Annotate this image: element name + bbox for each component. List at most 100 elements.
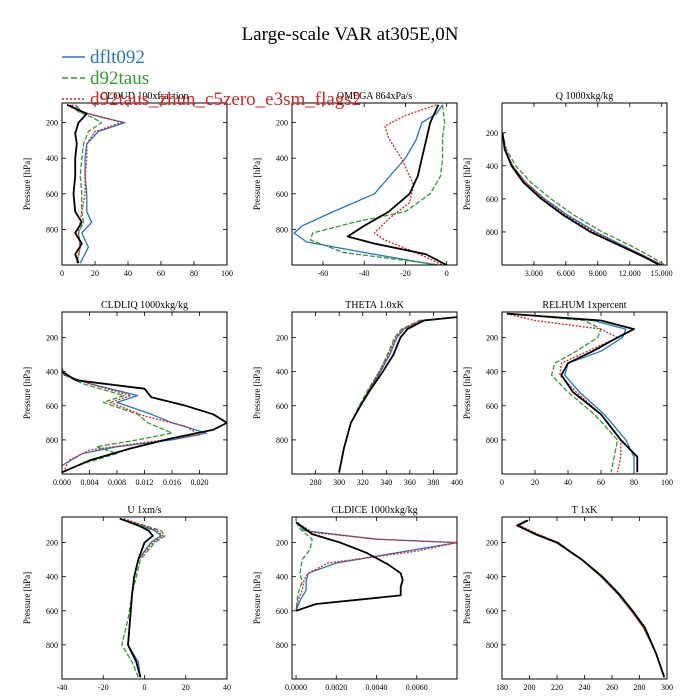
x-tick-label: 0.004	[81, 478, 99, 487]
series-group	[62, 368, 227, 474]
y-tick-label: 200	[486, 129, 498, 138]
y-axis-label: Pressure [hPa]	[462, 158, 472, 210]
x-tick-label: 300	[333, 478, 345, 487]
series-line-black	[506, 312, 639, 473]
x-tick-label: 0	[60, 269, 64, 278]
x-tick-label: 280	[634, 683, 646, 692]
series-line-d92taus-zhun-c5zero-e3sm-flags2	[295, 521, 457, 611]
series-line-black	[346, 104, 448, 265]
y-tick-label: 800	[276, 641, 288, 650]
x-tick-label: 20	[531, 478, 539, 487]
y-tick-label: 800	[486, 228, 498, 237]
series-line-d92taus-zhun-c5zero-e3sm-flags2	[373, 104, 443, 265]
x-tick-label: 340	[380, 478, 392, 487]
series-line-d92taus	[338, 316, 457, 473]
x-tick-label: 0.016	[163, 478, 181, 487]
y-tick-label: 400	[276, 573, 288, 582]
series-line-dflt092	[74, 104, 126, 264]
series-group	[119, 517, 166, 678]
y-tick-label: 400	[46, 573, 58, 582]
x-tick-label: 400	[451, 478, 463, 487]
y-tick-label: 400	[46, 368, 58, 377]
panel-title: THETA 1.0xK	[345, 300, 404, 311]
plot-frame	[291, 516, 458, 680]
series-line-black	[62, 370, 227, 474]
x-tick-label: 260	[606, 683, 618, 692]
y-axis-label: Pressure [hPa]	[252, 572, 262, 624]
y-tick-label: 800	[46, 641, 58, 650]
x-tick-label: 380	[427, 478, 439, 487]
plot-frame	[501, 311, 668, 475]
series-group	[506, 312, 639, 473]
series-line-dflt092	[510, 313, 635, 473]
panel-2: OMEGA 864xPa/s Pressure [hPa] 200 400 600 800…	[252, 91, 458, 278]
y-tick-label: 600	[276, 402, 288, 411]
x-tick-label: 20	[182, 683, 190, 692]
legend-label-dflt092: dflt092	[90, 47, 145, 68]
x-tick-label: 60	[597, 478, 605, 487]
x-tick-label: 300	[661, 683, 673, 692]
y-tick-label: 600	[46, 607, 58, 616]
y-tick-label: 600	[276, 607, 288, 616]
panel-title: U 1xm/s	[127, 505, 161, 516]
y-tick-label: 600	[46, 190, 58, 199]
y-tick-label: 200	[276, 119, 288, 128]
panel-7: U 1xm/s Pressure [hPa] 200 400 600 800 -40 -20 0…	[22, 505, 231, 692]
series-line-d92taus-zhun-c5zero-e3sm-flags2	[506, 313, 622, 473]
y-tick-label: 800	[486, 436, 498, 445]
x-tick-label: 9.000	[589, 269, 607, 278]
y-tick-label: 200	[486, 539, 498, 548]
x-tick-label: 40	[124, 269, 132, 278]
x-tick-label: 0	[143, 683, 147, 692]
plot-frame	[61, 102, 228, 266]
series-group	[338, 316, 457, 473]
panel-9: T 1xK Pressure [hPa] 200 400 600 800 180 200 220…	[462, 505, 673, 692]
series-line-black	[516, 519, 666, 678]
y-axis-label: Pressure [hPa]	[462, 367, 472, 419]
plot-frame	[61, 311, 228, 475]
y-tick-label: 200	[486, 334, 498, 343]
x-tick-label: 40	[223, 683, 231, 692]
series-line-d92taus	[295, 521, 313, 611]
panel-title: RELHUM 1xpercent	[542, 300, 626, 311]
x-tick-label: 180	[496, 683, 508, 692]
x-tick-label: -40	[359, 269, 370, 278]
series-group	[502, 132, 666, 265]
plot-frame	[61, 516, 228, 680]
series-line-d92taus-zhun-c5zero-e3sm-flags2	[71, 104, 123, 264]
figure-title: Large-scale VAR at305E,0N	[242, 24, 459, 45]
x-tick-label: 15.000	[651, 269, 673, 278]
x-tick-label: 80	[190, 269, 198, 278]
x-tick-label: 0	[500, 478, 504, 487]
y-tick-label: 400	[486, 573, 498, 582]
x-tick-label: -20	[98, 683, 109, 692]
panel-4: CLDLIQ 1000xkg/kg Pressure [hPa] 200 400 600…	[22, 300, 228, 487]
x-tick-label: 100	[661, 478, 673, 487]
plot-frame	[501, 102, 668, 266]
series-line-black	[338, 316, 457, 473]
legend: dflt092 d92taus d92taus_zhun_c5zero_e3sm…	[62, 47, 361, 110]
y-axis-label: Pressure [hPa]	[22, 158, 32, 210]
x-tick-label: -60	[318, 269, 329, 278]
y-axis-label: Pressure [hPa]	[22, 572, 32, 624]
panel-title: CLDICE 1000xkg/kg	[331, 505, 417, 516]
series-line-d92taus-zhun-c5zero-e3sm-flags2	[62, 368, 201, 473]
panel-title: CLDLIQ 1000xkg/kg	[101, 300, 188, 311]
x-tick-label: 40	[564, 478, 572, 487]
x-tick-label: 240	[579, 683, 591, 692]
panel-3: Q 1000xkg/kg Pressure [hPa] 200 400 600 800 3.…	[462, 91, 673, 278]
x-tick-label: 220	[551, 683, 563, 692]
series-line-d92taus	[119, 518, 166, 678]
series-line-dflt092	[338, 316, 457, 473]
x-tick-label: 12.000	[619, 269, 641, 278]
plot-frame	[501, 516, 668, 680]
y-tick-label: 800	[276, 225, 288, 234]
y-tick-label: 800	[276, 436, 288, 445]
x-tick-label: 0.0020	[325, 683, 347, 692]
x-tick-label: 0.020	[191, 478, 209, 487]
series-line-d92taus	[517, 519, 665, 678]
x-tick-label: 200	[524, 683, 536, 692]
series-line-d92taus-zhun-c5zero-e3sm-flags2	[502, 132, 662, 265]
